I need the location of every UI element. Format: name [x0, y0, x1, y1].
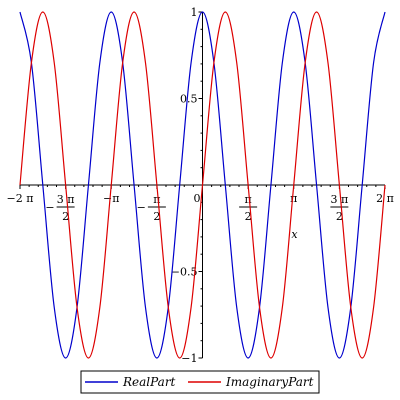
- y-tick-label: 0.5: [180, 93, 198, 106]
- x-tick-denominator: 2: [62, 210, 69, 223]
- x-tick-label: 2 π: [376, 192, 394, 205]
- legend-label: RealPart: [122, 375, 176, 389]
- x-tick-label: 3 π 2−: [45, 193, 75, 223]
- legend-item: ImaginaryPart: [188, 375, 314, 389]
- x-tick-denominator: 2: [245, 210, 252, 223]
- x-tick-numerator: π: [245, 193, 252, 206]
- y-ticks: 1 0.5 −0.5 −1: [171, 6, 203, 365]
- x-tick-text: −2 π: [7, 192, 34, 205]
- x-axis-label: x: [291, 228, 298, 241]
- legend-items: RealPart ImaginaryPart: [85, 375, 314, 389]
- x-tick-numerator: 3 π: [331, 193, 349, 206]
- x-tick-sign: −: [45, 201, 54, 214]
- x-tick-label: π 2−: [137, 193, 166, 223]
- legend-label: ImaginaryPart: [225, 375, 314, 389]
- series-line-imaginarypart: [19, 11, 386, 359]
- legend: RealPart ImaginaryPart: [80, 370, 320, 394]
- x-tick-text: 0: [194, 192, 201, 205]
- y-tick-label: −0.5: [171, 266, 198, 279]
- x-tick-denominator: 2: [153, 210, 160, 223]
- y-tick-label: −1: [181, 352, 197, 365]
- x-tick-numerator: 3 π: [57, 193, 75, 206]
- x-tick-text: −π: [103, 192, 119, 205]
- y-tick-label: 1: [191, 6, 198, 19]
- x-tick-sign: −: [137, 201, 146, 214]
- x-tick-label: 0: [194, 192, 201, 205]
- x-tick-text: 2 π: [376, 192, 394, 205]
- series-layer: [19, 11, 386, 359]
- legend-item: RealPart: [85, 375, 176, 389]
- x-tick-label: −2 π: [7, 192, 34, 205]
- x-tick-text: π: [290, 192, 297, 205]
- x-tick-label: −π: [103, 192, 119, 205]
- x-tick-label: π2: [239, 193, 258, 223]
- x-tick-denominator: 2: [336, 210, 343, 223]
- series-line-realpart: [19, 11, 386, 359]
- x-tick-label: π: [290, 192, 297, 205]
- x-tick-label: 3 π2: [330, 193, 349, 223]
- x-tick-numerator: π: [153, 193, 160, 206]
